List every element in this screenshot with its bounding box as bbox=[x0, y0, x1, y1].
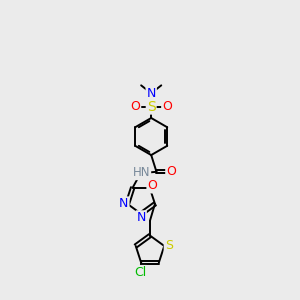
Text: N: N bbox=[119, 197, 129, 210]
Text: N: N bbox=[136, 211, 146, 224]
Text: N: N bbox=[146, 87, 156, 100]
Text: Cl: Cl bbox=[134, 266, 146, 279]
Text: O: O bbox=[162, 100, 172, 113]
Text: S: S bbox=[147, 100, 156, 113]
Text: HN: HN bbox=[133, 166, 150, 179]
Text: S: S bbox=[165, 239, 173, 253]
Text: O: O bbox=[147, 179, 157, 192]
Text: O: O bbox=[166, 165, 176, 178]
Text: O: O bbox=[130, 100, 140, 113]
